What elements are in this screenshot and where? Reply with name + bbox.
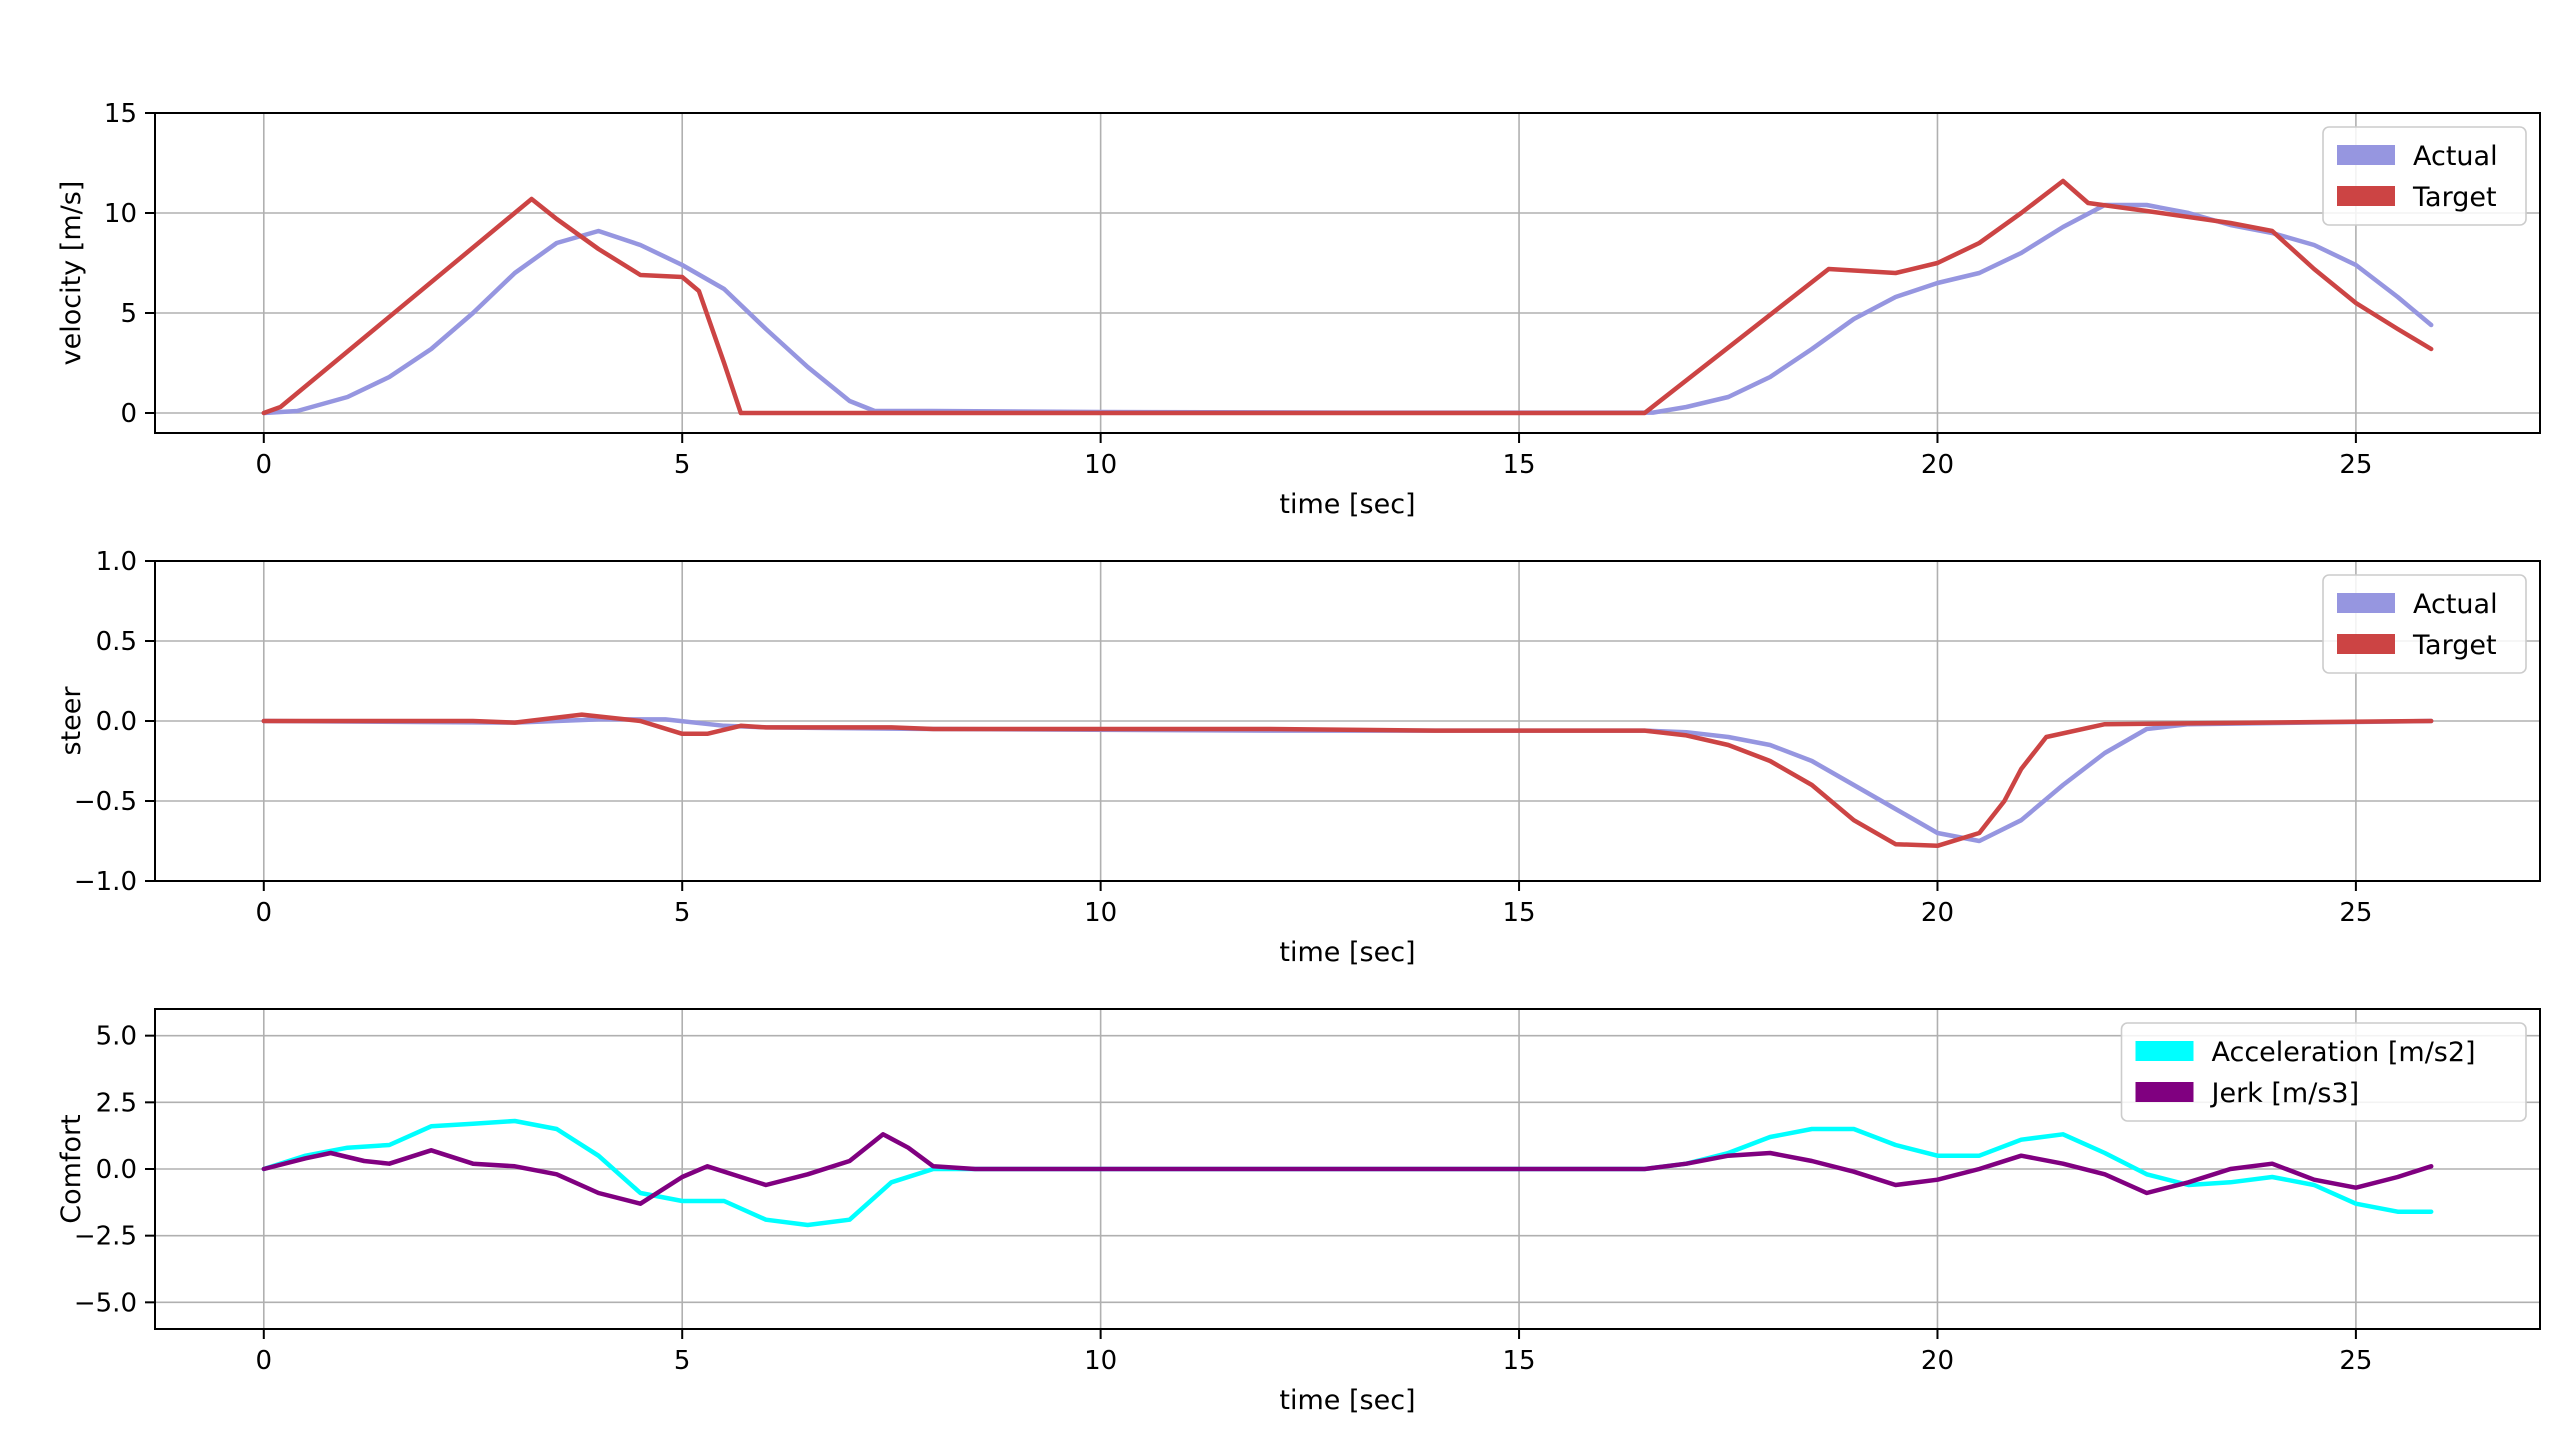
legend-label: Acceleration [m/s2]: [2212, 1037, 2476, 1068]
y-tick-label: 5: [120, 299, 137, 329]
y-axis-label: velocity [m/s]: [56, 181, 87, 366]
x-tick-label: 25: [2339, 450, 2372, 480]
y-axis-label: Comfort: [56, 1114, 87, 1223]
comfort-chart: 0 5 10 15 20 25 −5.0 −2.5 0.0 2.5 5.0 time [sec] Com…: [56, 1008, 2541, 1416]
x-tick-label: 25: [2339, 898, 2372, 928]
steer-chart: 0 5 10 15 20 25 −1.0 −0.5 0.0 0.5 1.0 time [sec] ste…: [56, 547, 2541, 968]
legend-label: Actual: [2413, 141, 2498, 172]
y-tick-label: 5.0: [96, 1022, 137, 1052]
y-axis-label: steer: [56, 686, 87, 756]
x-tick-label: 10: [1084, 1346, 1117, 1376]
x-tick-label: 5: [674, 898, 691, 928]
series-line-target: [261, 712, 2434, 849]
velocity-chart: 0 5 10 15 20 25 0 5 10 15 time [sec] velocity [m/s]…: [56, 99, 2541, 520]
legend-box: [2120, 1022, 2527, 1122]
x-axis-label: time [sec]: [1279, 489, 1415, 520]
y-tick-label: −0.5: [74, 787, 137, 817]
legend-label: Target: [2412, 182, 2497, 213]
x-tick-label: 10: [1084, 450, 1117, 480]
x-tick-label: 0: [256, 450, 273, 480]
y-tick-label: −2.5: [74, 1222, 137, 1252]
series-line-target: [261, 178, 2434, 416]
x-tick-label: 15: [1503, 450, 1536, 480]
x-tick-label: 20: [1921, 450, 1954, 480]
y-tick-label: −5.0: [74, 1288, 137, 1318]
x-tick-label: 20: [1921, 1346, 1954, 1376]
plot-frame: [154, 112, 2541, 434]
legend-swatch: [2135, 1082, 2194, 1102]
legend-swatch: [2337, 593, 2395, 613]
legend-swatch: [2337, 145, 2395, 165]
x-tick-label: 10: [1084, 898, 1117, 928]
x-axis-label: time [sec]: [1279, 937, 1415, 968]
y-tick-label: 10: [104, 199, 137, 229]
y-tick-label: 1.0: [96, 547, 137, 577]
y-tick-label: 2.5: [96, 1088, 137, 1118]
series-line-actual: [261, 202, 2434, 416]
x-tick-label: 25: [2339, 1346, 2372, 1376]
y-tick-label: 0.0: [96, 1155, 137, 1185]
legend-swatch: [2337, 186, 2395, 206]
x-tick-label: 0: [256, 1346, 273, 1376]
x-tick-label: 0: [256, 898, 273, 928]
x-axis-label: time [sec]: [1279, 1385, 1415, 1416]
x-tick-label: 5: [674, 450, 691, 480]
y-tick-label: −1.0: [74, 867, 137, 897]
y-tick-label: 0.5: [96, 627, 137, 657]
legend-label: Target: [2412, 630, 2497, 661]
x-tick-label: 20: [1921, 898, 1954, 928]
x-tick-label: 5: [674, 1346, 691, 1376]
y-tick-label: 0.0: [96, 707, 137, 737]
legend-label: Actual: [2413, 589, 2498, 620]
legend-label: Jerk [m/s3]: [2210, 1078, 2360, 1109]
series-line-actual: [261, 717, 2434, 844]
x-tick-label: 15: [1503, 1346, 1536, 1376]
y-tick-label: 15: [104, 99, 137, 129]
x-tick-label: 15: [1503, 898, 1536, 928]
series-line-jerk: [261, 1132, 2434, 1206]
y-tick-label: 0: [120, 399, 137, 429]
legend-swatch: [2337, 634, 2395, 654]
legend-swatch: [2135, 1041, 2194, 1061]
